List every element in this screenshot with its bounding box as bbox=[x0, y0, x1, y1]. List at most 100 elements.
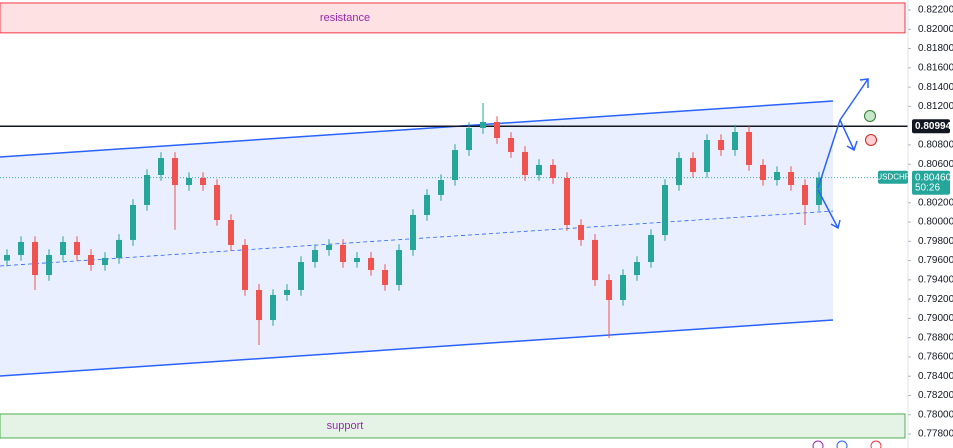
zone bbox=[0, 413, 906, 439]
candle-body bbox=[396, 249, 402, 285]
candle-body bbox=[186, 177, 192, 186]
candle-body bbox=[788, 172, 794, 186]
annotations bbox=[817, 78, 877, 230]
candle-body bbox=[18, 241, 24, 255]
candle-body bbox=[466, 127, 472, 151]
arrow-down bbox=[817, 189, 841, 230]
candle-body bbox=[662, 185, 668, 236]
candle-body bbox=[172, 158, 178, 186]
y-tick-label: 0.81600 bbox=[918, 62, 953, 73]
y-tick-label: 0.80600 bbox=[918, 159, 953, 170]
y-tick-label: 0.82200 bbox=[918, 5, 953, 16]
y-tick-label: 0.79400 bbox=[918, 274, 953, 285]
candle-body bbox=[424, 194, 430, 215]
candle-body bbox=[438, 180, 444, 195]
candle-body bbox=[326, 244, 332, 250]
candle-body bbox=[32, 241, 38, 276]
candle-body bbox=[606, 280, 612, 300]
symbol-box bbox=[878, 170, 908, 184]
y-tick-label: 0.80800 bbox=[918, 140, 953, 151]
candle-body bbox=[494, 121, 500, 138]
line-price-box bbox=[912, 119, 950, 134]
candle-body bbox=[536, 164, 542, 175]
candle-body bbox=[410, 214, 416, 250]
zone-label: support bbox=[327, 420, 364, 432]
zone bbox=[0, 2, 906, 34]
y-tick-label: 0.79000 bbox=[918, 313, 953, 324]
candle-body bbox=[298, 262, 304, 290]
candle-body bbox=[228, 220, 234, 245]
candle-body bbox=[60, 241, 66, 255]
icon[interactable] bbox=[870, 440, 882, 448]
candle-body bbox=[732, 132, 738, 151]
candle-body bbox=[508, 137, 514, 152]
candle-body bbox=[116, 239, 122, 258]
toolbar-icons[interactable] bbox=[812, 440, 882, 448]
channel-fill bbox=[0, 100, 833, 377]
candle-body bbox=[214, 185, 220, 221]
candle-body bbox=[130, 204, 136, 240]
candle-body bbox=[690, 158, 696, 173]
candle-body bbox=[522, 151, 528, 175]
candle-body bbox=[452, 150, 458, 181]
line-price-label: 0.80994 bbox=[915, 121, 952, 132]
y-tick-label: 0.80200 bbox=[918, 197, 953, 208]
candle-body bbox=[354, 257, 360, 263]
icon[interactable] bbox=[836, 440, 848, 448]
y-tick-label: 0.81400 bbox=[918, 82, 953, 93]
arrow-down-small bbox=[839, 119, 858, 152]
stop-circle bbox=[865, 134, 877, 146]
y-tick-label: 0.78600 bbox=[918, 352, 953, 363]
candle-body bbox=[158, 158, 164, 175]
symbol-label: USDCHF bbox=[876, 172, 909, 181]
y-tick-label: 0.77800 bbox=[918, 429, 953, 440]
candle-body bbox=[242, 244, 248, 290]
zone-label: resistance bbox=[320, 12, 370, 24]
target-circle bbox=[864, 110, 876, 122]
channel-middle bbox=[0, 210, 834, 267]
channel-lower bbox=[0, 319, 834, 377]
y-tick-label: 0.78800 bbox=[918, 332, 953, 343]
candle-body bbox=[648, 235, 654, 263]
y-tick-label: 0.79200 bbox=[918, 294, 953, 305]
candle-body bbox=[74, 241, 80, 255]
candle-body bbox=[774, 172, 780, 181]
y-tick-label: 0.80000 bbox=[918, 217, 953, 228]
last-price-box bbox=[912, 170, 950, 195]
icon[interactable] bbox=[812, 440, 824, 448]
candle-body bbox=[368, 257, 374, 271]
channel-upper bbox=[0, 100, 834, 158]
y-tick-label: 0.78400 bbox=[918, 371, 953, 382]
candle-body bbox=[340, 244, 346, 263]
y-tick-label: 0.78200 bbox=[918, 390, 953, 401]
candle-body bbox=[102, 257, 108, 266]
candle-body bbox=[88, 254, 94, 266]
countdown-label: 50:26 bbox=[915, 182, 940, 193]
y-tick-label: 0.81200 bbox=[918, 101, 953, 112]
candle-body bbox=[676, 158, 682, 186]
last-price-label: 0.80460 bbox=[915, 172, 952, 183]
candle-body bbox=[4, 254, 10, 261]
y-tick-label: 0.78000 bbox=[918, 409, 953, 420]
candle-body bbox=[578, 225, 584, 240]
candle-body bbox=[564, 177, 570, 226]
candle-body bbox=[550, 164, 556, 178]
y-tick-label: 0.82000 bbox=[918, 24, 953, 35]
candle-body bbox=[480, 121, 486, 128]
candle-body bbox=[802, 185, 808, 205]
y-tick-label: 0.81800 bbox=[918, 43, 953, 54]
candle-body bbox=[144, 174, 150, 205]
candle-body bbox=[270, 294, 276, 321]
candle-body bbox=[746, 132, 752, 165]
candle-body bbox=[592, 239, 598, 281]
y-tick-label: 0.79600 bbox=[918, 255, 953, 266]
y-tick-label: 0.79800 bbox=[918, 236, 953, 247]
candle-body bbox=[382, 270, 388, 285]
candle-body bbox=[284, 289, 290, 295]
candle-body bbox=[256, 289, 262, 321]
candle-body bbox=[46, 254, 52, 276]
arrow-up bbox=[817, 78, 869, 189]
